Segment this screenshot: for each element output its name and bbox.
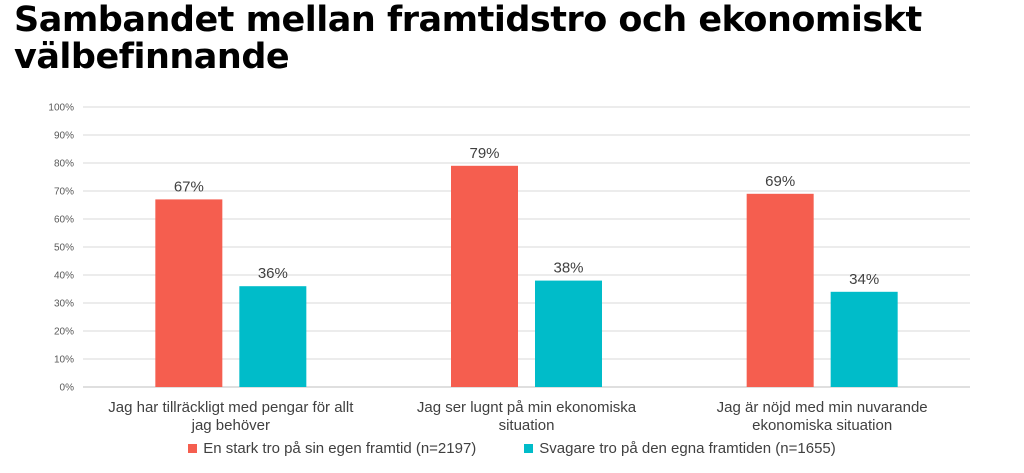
legend-item-weak: Svagare tro på den egna framtiden (n=165… (524, 440, 836, 457)
bar-weak (239, 286, 307, 387)
legend-swatch-weak (524, 444, 534, 453)
bar-weak (535, 280, 602, 387)
category-label: situation (499, 417, 555, 434)
data-label: 69% (765, 173, 795, 190)
y-tick-label: 50% (54, 243, 74, 254)
data-label: 34% (849, 271, 879, 288)
data-label: 36% (258, 265, 288, 282)
chart-title: Sambandet mellan framtidstro och ekonomi… (14, 2, 1014, 76)
bar-chart: 0% 10% 20% 30% 40% 50% 60% 70% 80% 90% 100% 67% 36% J… (48, 103, 970, 434)
y-tick-label: 0% (60, 383, 75, 394)
chart-title-line-2: välbefinnande (14, 37, 290, 77)
data-label: 38% (553, 260, 583, 277)
bar-strong (451, 165, 518, 387)
y-tick-label: 20% (54, 327, 74, 338)
chart-title-line-1: Sambandet mellan framtidstro och ekonomi… (14, 0, 922, 40)
y-tick-label: 100% (48, 103, 74, 114)
category-label: Jag ser lugnt på min ekonomiska (417, 399, 637, 416)
legend: En stark tro på sin egen framtid (n=2197… (0, 440, 1024, 457)
category-label: ekonomiska situation (752, 417, 892, 434)
category-label: Jag är nöjd med min nuvarande (717, 399, 928, 416)
legend-label-strong: En stark tro på sin egen framtid (n=2197… (203, 440, 477, 457)
y-tick-label: 40% (54, 271, 74, 282)
legend-swatch-strong (188, 444, 198, 453)
y-tick-label: 80% (54, 159, 74, 170)
y-tick-label: 60% (54, 215, 74, 226)
y-tick-label: 90% (54, 131, 74, 142)
y-tick-label: 30% (54, 299, 74, 310)
bar-strong (746, 193, 814, 387)
bar-strong (155, 199, 223, 387)
data-label: 79% (469, 145, 499, 162)
legend-label-weak: Svagare tro på den egna framtiden (n=165… (539, 440, 836, 457)
category-label: jag behöver (191, 417, 270, 434)
legend-item-strong: En stark tro på sin egen framtid (n=2197… (188, 440, 476, 457)
y-tick-label: 10% (54, 355, 74, 366)
bar-weak (830, 291, 898, 387)
y-tick-label: 70% (54, 187, 74, 198)
category-label: Jag har tillräckligt med pengar för allt (108, 399, 354, 416)
data-label: 67% (174, 178, 204, 195)
